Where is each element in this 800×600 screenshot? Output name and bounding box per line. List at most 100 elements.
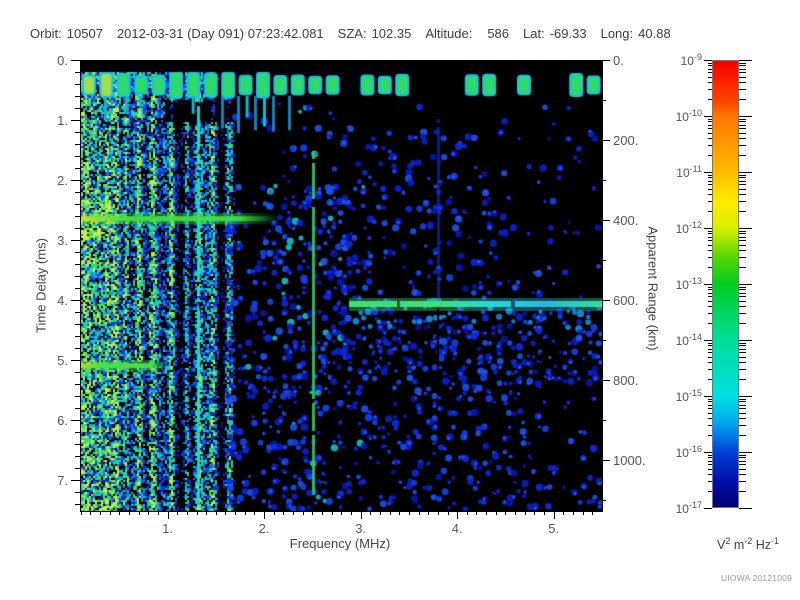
tick-mark (351, 511, 352, 515)
colorbar-tick (739, 349, 746, 350)
colorbar-tick (739, 413, 746, 414)
lat-value: -69.33 (549, 26, 587, 41)
tick-mark (370, 511, 371, 515)
colorbar-tick (739, 240, 746, 241)
colorbar-tick (739, 69, 746, 70)
tick-mark (225, 511, 226, 515)
colorbar-units-label: V2 m-2 Hz-1 (716, 536, 780, 553)
tick-mark (602, 220, 610, 221)
colorbar-tick (708, 343, 712, 344)
tick-mark (75, 264, 80, 265)
colorbar-tick (739, 119, 746, 120)
tick-mark (235, 511, 236, 515)
colorbar-tick (739, 116, 752, 117)
tick-mark (71, 300, 80, 301)
colorbar-tick (704, 284, 712, 285)
orbit-label: Orbit: (30, 26, 62, 41)
colorbar-tick (708, 418, 712, 419)
tick-mark (75, 228, 80, 229)
tick-mark (602, 140, 610, 141)
tick-mark (448, 511, 449, 515)
colorbar-tick (739, 128, 746, 129)
colorbar-tick (739, 284, 752, 285)
colorbar-tick (739, 474, 746, 475)
tick-mark (75, 384, 80, 385)
tick-mark (602, 340, 606, 341)
colorbar-tick (708, 357, 712, 358)
colorbar-tick (739, 401, 746, 402)
colorbar-tick (739, 301, 746, 302)
colorbar (712, 60, 739, 508)
long-value: 40.88 (638, 26, 671, 41)
colorbar-tick-label: 10-11 (676, 164, 702, 180)
colorbar-tick (708, 301, 712, 302)
colorbar-tick (708, 425, 712, 426)
colorbar-tick (704, 116, 712, 117)
tick-mark (602, 300, 610, 301)
colorbar-tick (708, 405, 712, 406)
colorbar-tick (739, 250, 746, 251)
tick-mark (71, 240, 80, 241)
x-tick-label: 1. (162, 521, 173, 536)
tick-mark (75, 276, 80, 277)
colorbar-tick (708, 349, 712, 350)
colorbar-tick (739, 457, 746, 458)
colorbar-tick (739, 138, 746, 139)
colorbar-tick (739, 293, 746, 294)
colorbar-tick (708, 69, 712, 70)
colorbar-tick-label: 10-9 (680, 52, 702, 68)
colorbar-tick (708, 457, 712, 458)
colorbar-tick (739, 408, 746, 409)
y-axis-right-title: Apparent Range (km) (645, 226, 661, 351)
colorbar-tick (704, 228, 712, 229)
tick-mark (75, 72, 80, 73)
tick-mark (75, 504, 80, 505)
colorbar-tick (739, 63, 746, 64)
tick-mark (206, 511, 207, 515)
colorbar-tick (708, 119, 712, 120)
colorbar-tick (739, 362, 746, 363)
x-tick-label: 4. (451, 521, 463, 536)
colorbar-tick (739, 145, 746, 146)
colorbar-tick (708, 250, 712, 251)
colorbar-tick (739, 296, 746, 297)
spectrogram-plot-area (80, 60, 603, 512)
colorbar-tick (739, 201, 746, 202)
colorbar-tick (739, 72, 746, 73)
colorbar-tick (708, 240, 712, 241)
colorbar-tick (739, 418, 746, 419)
colorbar-tick (708, 379, 712, 380)
long-label: Long: (600, 26, 634, 41)
tick-mark (583, 511, 584, 515)
colorbar-tick (739, 233, 746, 234)
colorbar-tick (739, 455, 746, 456)
tick-mark (100, 511, 101, 515)
y-tick-label-km: 600. (613, 293, 639, 308)
colorbar-tick (739, 177, 746, 178)
altitude-label: Altitude: (425, 26, 473, 41)
colorbar-tick (739, 289, 746, 290)
long-field: Long: 40.88 (601, 26, 671, 44)
colorbar-tick (708, 289, 712, 290)
tick-mark (71, 120, 80, 121)
tick-mark (534, 511, 535, 515)
colorbar-tick (739, 99, 746, 100)
tick-mark (158, 511, 159, 515)
colorbar-tick (739, 194, 746, 195)
colorbar-tick (739, 287, 746, 288)
sza-field: SZA: 102.35 (338, 26, 412, 44)
colorbar-tick (708, 125, 712, 126)
colorbar-tick (739, 181, 746, 182)
tick-mark (341, 511, 342, 515)
tick-mark (399, 511, 400, 515)
tick-mark (75, 324, 80, 325)
tick-mark (71, 420, 80, 421)
tick-mark (332, 511, 333, 515)
colorbar-tick-label: 10-14 (675, 332, 702, 348)
lat-field: Lat: -69.33 (523, 26, 587, 44)
tick-mark (75, 468, 80, 469)
tick-mark (467, 511, 468, 515)
colorbar-tick (708, 99, 712, 100)
colorbar-tick (739, 175, 746, 176)
